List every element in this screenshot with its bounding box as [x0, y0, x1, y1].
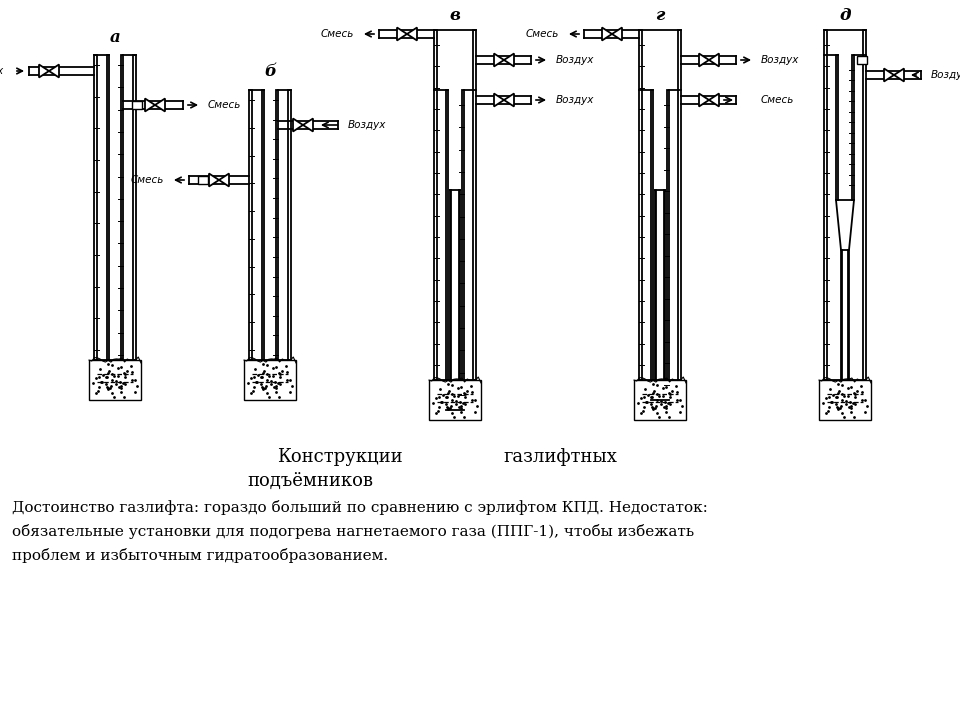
Polygon shape: [699, 94, 709, 107]
Bar: [107, 55, 109, 365]
Text: б: б: [264, 63, 276, 81]
Polygon shape: [397, 27, 407, 40]
Polygon shape: [293, 119, 303, 132]
Polygon shape: [504, 53, 514, 66]
Bar: [459, 190, 460, 410]
Text: проблем и избыточным гидратообразованием.: проблем и избыточным гидратообразованием…: [12, 548, 388, 563]
Polygon shape: [155, 99, 165, 112]
Polygon shape: [494, 94, 504, 107]
Bar: [841, 250, 842, 405]
Bar: [249, 90, 252, 360]
Bar: [863, 30, 866, 380]
Polygon shape: [303, 119, 313, 132]
Bar: [198, 176, 208, 184]
Bar: [244, 360, 296, 400]
Bar: [89, 360, 141, 400]
Bar: [429, 380, 481, 420]
Bar: [857, 56, 867, 64]
Text: Воздух: Воздух: [348, 120, 386, 130]
Text: Воздух: Воздух: [931, 70, 960, 80]
Text: Конструкции: Конструкции: [277, 448, 403, 466]
Polygon shape: [709, 53, 719, 66]
Text: а: а: [109, 29, 120, 45]
Bar: [836, 55, 838, 200]
Bar: [848, 250, 849, 405]
Text: Смесь: Смесь: [321, 29, 354, 39]
Text: Воздух: Воздух: [0, 66, 4, 76]
Bar: [434, 30, 437, 380]
Bar: [664, 190, 665, 400]
Bar: [639, 30, 642, 380]
Text: Смесь: Смесь: [761, 95, 794, 105]
Bar: [262, 90, 264, 365]
Bar: [667, 90, 669, 400]
Polygon shape: [407, 27, 417, 40]
Bar: [133, 55, 136, 360]
Text: Воздух: Воздух: [556, 55, 594, 65]
Bar: [852, 55, 854, 200]
Text: Смесь: Смесь: [131, 175, 164, 185]
Polygon shape: [884, 68, 894, 81]
Polygon shape: [612, 27, 622, 40]
Bar: [473, 30, 476, 380]
Bar: [276, 90, 278, 365]
Polygon shape: [894, 68, 904, 81]
Text: Смесь: Смесь: [526, 29, 559, 39]
Bar: [651, 90, 653, 400]
Polygon shape: [209, 174, 219, 186]
Bar: [678, 30, 681, 380]
Bar: [94, 55, 97, 360]
Polygon shape: [145, 99, 155, 112]
Bar: [121, 55, 123, 365]
Text: д: д: [839, 6, 851, 24]
Text: обязательные установки для подогрева нагнетаемого газа (ППГ-1), чтобы избежать: обязательные установки для подогрева наг…: [12, 524, 694, 539]
Polygon shape: [709, 94, 719, 107]
Bar: [655, 190, 656, 400]
Polygon shape: [602, 27, 612, 40]
Polygon shape: [699, 53, 709, 66]
Bar: [819, 380, 871, 420]
Text: подъёмников: подъёмников: [247, 472, 373, 490]
Bar: [446, 90, 448, 410]
Polygon shape: [49, 65, 59, 78]
Text: г: г: [656, 6, 664, 24]
Text: Воздух: Воздух: [556, 95, 594, 105]
Bar: [132, 101, 142, 109]
Polygon shape: [494, 53, 504, 66]
Text: газлифтных: газлифтных: [503, 448, 617, 466]
Text: в: в: [449, 6, 461, 24]
Polygon shape: [504, 94, 514, 107]
Polygon shape: [219, 174, 229, 186]
Bar: [634, 380, 686, 420]
Bar: [462, 90, 464, 410]
Text: Воздух: Воздух: [761, 55, 800, 65]
Text: Достоинство газлифта: гораздо больший по сравнению с эрлифтом КПД. Недостаток:: Достоинство газлифта: гораздо больший по…: [12, 500, 708, 515]
Bar: [450, 190, 451, 410]
Bar: [824, 30, 827, 380]
Text: Смесь: Смесь: [208, 100, 241, 110]
Bar: [288, 90, 291, 360]
Polygon shape: [39, 65, 49, 78]
